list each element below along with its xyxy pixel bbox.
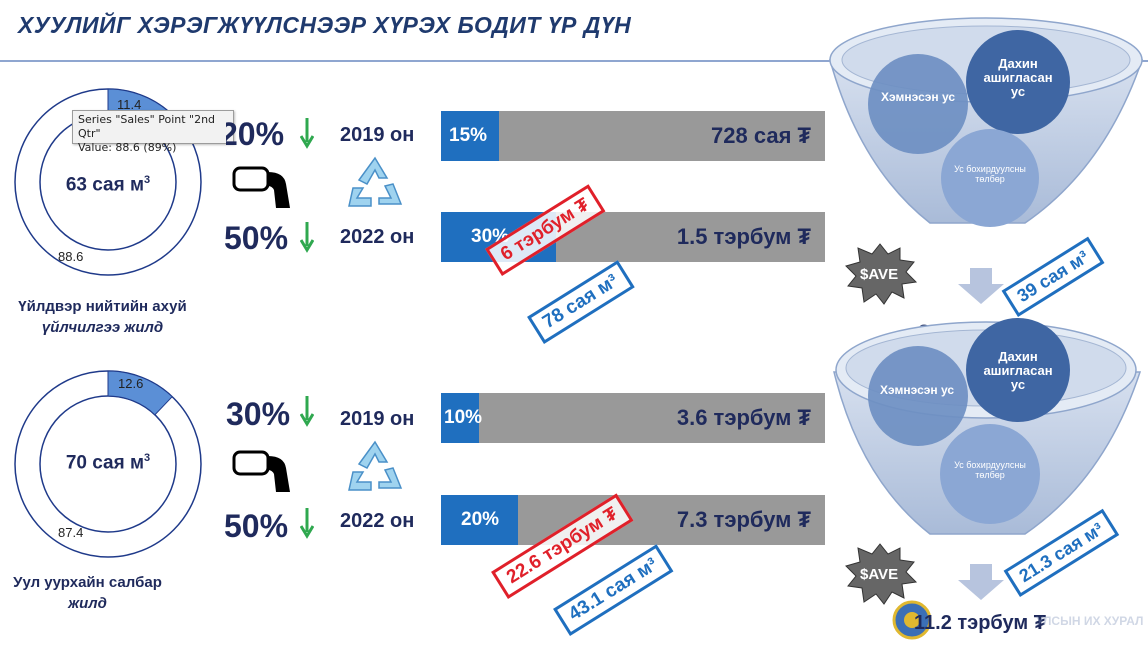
bar-value-1a: 728 сая ₮ <box>711 123 811 148</box>
year-label-2a: 2019 он <box>340 408 415 430</box>
reduction-percent-2a: 30% <box>226 396 291 432</box>
water-saved-stamp-1: 78 сая м³ <box>527 260 635 344</box>
funnel-1 <box>829 17 1144 227</box>
bar-fill-1a: 15% <box>441 111 499 161</box>
slide-title: ХУУЛИЙГ ХЭРЭГЖҮҮЛСНЭЭР ХҮРЭХ БОДИТ ҮР ДҮ… <box>18 12 632 38</box>
donut-1-center-value: 63 сая м3 <box>65 174 151 196</box>
caption-line-1: Үйлдвэр нийтийн ахуй <box>18 298 187 315</box>
funnel-2-pollution-fee: Ус бохирдуулсны төлбөр <box>954 460 1026 480</box>
bar-value-2a: 3.6 тэрбум ₮ <box>676 405 811 430</box>
funnel-1-reused-water: Дахин ашигласан ус <box>983 56 1053 99</box>
funnel-2 <box>833 318 1142 535</box>
caption-line-2: үйлчилгээ жилд <box>41 319 164 336</box>
donut-2-large-label: 87.4 <box>58 525 84 540</box>
year-label-1a: 2019 он <box>340 124 415 146</box>
save-badge-icon <box>845 243 918 305</box>
funnel-1-pollution-fee: Ус бохирдуулсны төлбөр <box>954 164 1026 184</box>
bar-fill-2b: 20% <box>441 495 518 545</box>
down-block-arrow-icon <box>958 564 1004 600</box>
down-block-arrow-icon <box>958 268 1004 304</box>
reduction-percent-1a: 20% <box>220 116 285 152</box>
donut-2-small-segment[interactable] <box>107 370 173 416</box>
save-badge-icon <box>845 543 918 605</box>
donut-chart-2[interactable] <box>8 364 208 564</box>
title-divider <box>0 60 1148 62</box>
save-badge-label: $AVE <box>860 266 899 283</box>
donut-2-caption: Уул уурхайн салбар жилд <box>0 572 175 614</box>
down-arrow-icon <box>300 222 314 253</box>
tooltip-line-2: Value: 88.6 (89%) <box>78 141 177 154</box>
donut-1-small-label: 11.4 <box>117 97 142 112</box>
funnel-2-saved-water: Хэмнэсэн ус <box>880 383 954 397</box>
parliament-emblem-icon <box>892 600 932 640</box>
donut-2-small-label: 12.6 <box>118 376 144 391</box>
pipe-dripping-icon <box>232 450 290 492</box>
funnel-2-result: 11.2 тэрбум ₮ <box>914 612 1046 634</box>
caption-line-2: жилд <box>68 595 107 612</box>
bar-value-1b: 1.5 тэрбум ₮ <box>676 224 811 249</box>
reduction-percent-1b: 50% <box>224 220 289 256</box>
bar-fill-2a: 10% <box>441 393 482 443</box>
donut-1-caption: Үйлдвэр нийтийн ахуй үйлчилгээ жилд <box>0 296 205 338</box>
down-arrow-icon <box>300 396 314 427</box>
year-label-2b: 2022 он <box>340 510 415 532</box>
recycle-icon <box>348 156 403 207</box>
year-label-1b: 2022 он <box>340 226 415 248</box>
pipe-dripping-icon <box>232 166 290 208</box>
save-badge-label: $AVE <box>860 566 899 583</box>
bar-2a: 10% 3.6 тэрбум ₮ <box>441 393 825 443</box>
donut-2-center-value: 70 сая м3 <box>65 452 151 474</box>
down-arrow-icon <box>300 508 314 539</box>
tooltip-line-1: Series "Sales" Point "2nd Qtr" <box>78 113 216 140</box>
funnel-1-saved-water: Хэмнэсэн ус <box>881 90 955 104</box>
caption-line-1: Уул уурхайн салбар <box>13 574 162 591</box>
chart-tooltip: Series "Sales" Point "2nd Qtr" Value: 88… <box>72 110 234 154</box>
bar-value-2b: 7.3 тэрбум ₮ <box>676 507 811 532</box>
donut-1-large-label: 88.6 <box>58 249 84 264</box>
funnel-2-reused-water: Дахин ашигласан ус <box>983 349 1053 392</box>
down-arrow-icon <box>300 118 314 149</box>
recycle-icon <box>348 440 403 491</box>
reduction-percent-2b: 50% <box>224 508 289 544</box>
parliament-watermark: УЛСЫН ИХ ХУРАЛ <box>1036 614 1144 628</box>
bar-1a: 15% 728 сая ₮ <box>441 111 825 161</box>
